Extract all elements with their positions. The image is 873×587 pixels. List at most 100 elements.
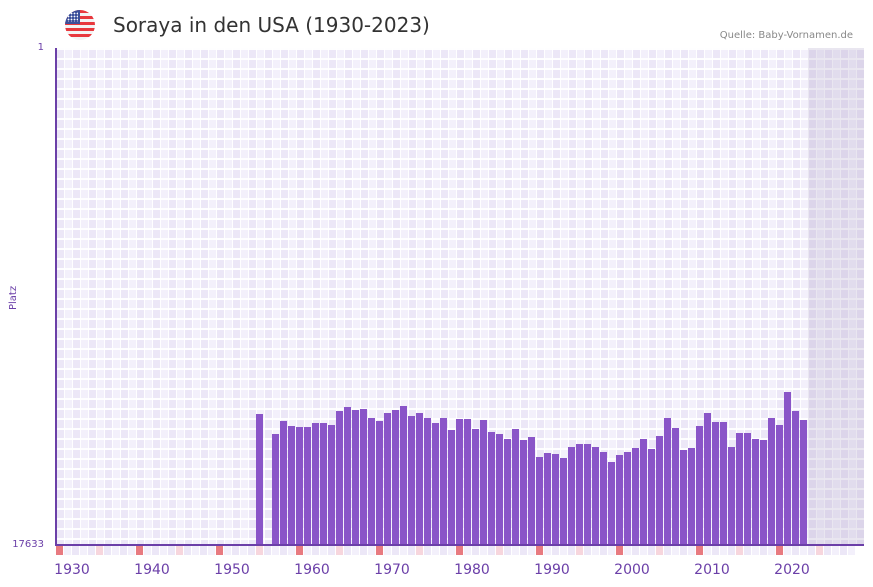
- bar-2013[interactable]: [728, 447, 735, 545]
- bar-1961[interactable]: [312, 423, 319, 545]
- bar-2010[interactable]: [704, 413, 711, 545]
- year-marker: [504, 546, 511, 555]
- bar-2005[interactable]: [664, 418, 671, 545]
- bar-1982[interactable]: [480, 420, 487, 545]
- bar-1970[interactable]: [384, 413, 391, 545]
- bar-2006[interactable]: [672, 428, 679, 545]
- bar-1999[interactable]: [616, 455, 623, 545]
- bar-2021[interactable]: [792, 411, 799, 545]
- bar-2015[interactable]: [744, 433, 751, 545]
- bar-1985[interactable]: [504, 439, 511, 545]
- bar-1984[interactable]: [496, 434, 503, 545]
- bar-1990[interactable]: [544, 453, 551, 545]
- year-marker: [320, 546, 327, 555]
- year-marker: [392, 546, 399, 555]
- year-marker: [720, 546, 727, 555]
- x-tick-label: 1990: [534, 562, 570, 578]
- year-marker: [104, 546, 111, 555]
- bar-1963[interactable]: [328, 425, 335, 545]
- year-marker: [752, 546, 759, 555]
- year-marker: [576, 546, 583, 555]
- bar-2020[interactable]: [784, 392, 791, 545]
- bar-2012[interactable]: [720, 422, 727, 545]
- future-shaded-region: [808, 48, 864, 545]
- bar-1994[interactable]: [576, 444, 583, 545]
- year-marker: [144, 546, 151, 555]
- bar-1957[interactable]: [280, 421, 287, 545]
- bar-1966[interactable]: [352, 410, 359, 545]
- bar-1975[interactable]: [424, 418, 431, 545]
- bar-2017[interactable]: [760, 440, 767, 545]
- bar-1987[interactable]: [520, 440, 527, 545]
- year-marker: [832, 546, 839, 555]
- bar-1996[interactable]: [592, 447, 599, 545]
- source-link[interactable]: Quelle: Baby-Vornamen.de: [719, 30, 853, 41]
- bar-1988[interactable]: [528, 437, 535, 545]
- year-marker: [256, 546, 263, 555]
- bar-1973[interactable]: [408, 416, 415, 545]
- year-marker: [176, 546, 183, 555]
- bar-1997[interactable]: [600, 452, 607, 545]
- year-marker: [184, 546, 191, 555]
- bar-1958[interactable]: [288, 426, 295, 545]
- year-marker: [616, 546, 623, 555]
- year-marker: [352, 546, 359, 555]
- bar-2008[interactable]: [688, 448, 695, 545]
- bar-2019[interactable]: [776, 425, 783, 545]
- year-marker: [480, 546, 487, 555]
- bar-1976[interactable]: [432, 423, 439, 545]
- bar-1980[interactable]: [464, 419, 471, 545]
- year-markers: [56, 546, 864, 555]
- year-marker: [736, 546, 743, 555]
- bar-1968[interactable]: [368, 418, 375, 545]
- bar-1972[interactable]: [400, 406, 407, 545]
- bar-1992[interactable]: [560, 458, 567, 545]
- year-marker: [64, 546, 71, 555]
- bar-2011[interactable]: [712, 422, 719, 545]
- year-marker: [512, 546, 519, 555]
- x-tick-label: 1960: [294, 562, 330, 578]
- chart-title: Soraya in den USA (1930-2023): [113, 13, 430, 37]
- x-tick-label: 2020: [774, 562, 810, 578]
- bar-1986[interactable]: [512, 429, 519, 545]
- bar-1977[interactable]: [440, 418, 447, 545]
- bar-2001[interactable]: [632, 448, 639, 545]
- year-marker: [96, 546, 103, 555]
- bar-1954[interactable]: [256, 414, 263, 545]
- year-marker: [192, 546, 199, 555]
- bar-2000[interactable]: [624, 452, 631, 545]
- bar-1959[interactable]: [296, 427, 303, 545]
- x-tick-label: 2000: [614, 562, 650, 578]
- bar-1965[interactable]: [344, 407, 351, 545]
- bar-1983[interactable]: [488, 432, 495, 545]
- bar-2007[interactable]: [680, 450, 687, 545]
- bar-1964[interactable]: [336, 411, 343, 545]
- year-marker: [824, 546, 831, 555]
- bar-1993[interactable]: [568, 447, 575, 545]
- bar-1962[interactable]: [320, 423, 327, 545]
- bar-2022[interactable]: [800, 420, 807, 545]
- bar-1967[interactable]: [360, 409, 367, 545]
- bar-2009[interactable]: [696, 426, 703, 545]
- bar-2018[interactable]: [768, 418, 775, 545]
- bar-1956[interactable]: [272, 434, 279, 545]
- bar-1995[interactable]: [584, 444, 591, 545]
- bar-2002[interactable]: [640, 439, 647, 545]
- bar-1971[interactable]: [392, 410, 399, 545]
- bar-1998[interactable]: [608, 462, 615, 545]
- bar-2014[interactable]: [736, 433, 743, 545]
- year-marker: [528, 546, 535, 555]
- bar-1981[interactable]: [472, 429, 479, 545]
- bar-1974[interactable]: [416, 413, 423, 545]
- bar-1960[interactable]: [304, 427, 311, 545]
- bar-2004[interactable]: [656, 436, 663, 545]
- bar-1991[interactable]: [552, 454, 559, 545]
- bar-1978[interactable]: [448, 430, 455, 545]
- bar-2016[interactable]: [752, 439, 759, 545]
- x-tick-label: 1980: [454, 562, 490, 578]
- bar-2003[interactable]: [648, 449, 655, 545]
- bar-1979[interactable]: [456, 419, 463, 545]
- bar-1989[interactable]: [536, 457, 543, 545]
- year-marker: [328, 546, 335, 555]
- bar-1969[interactable]: [376, 421, 383, 545]
